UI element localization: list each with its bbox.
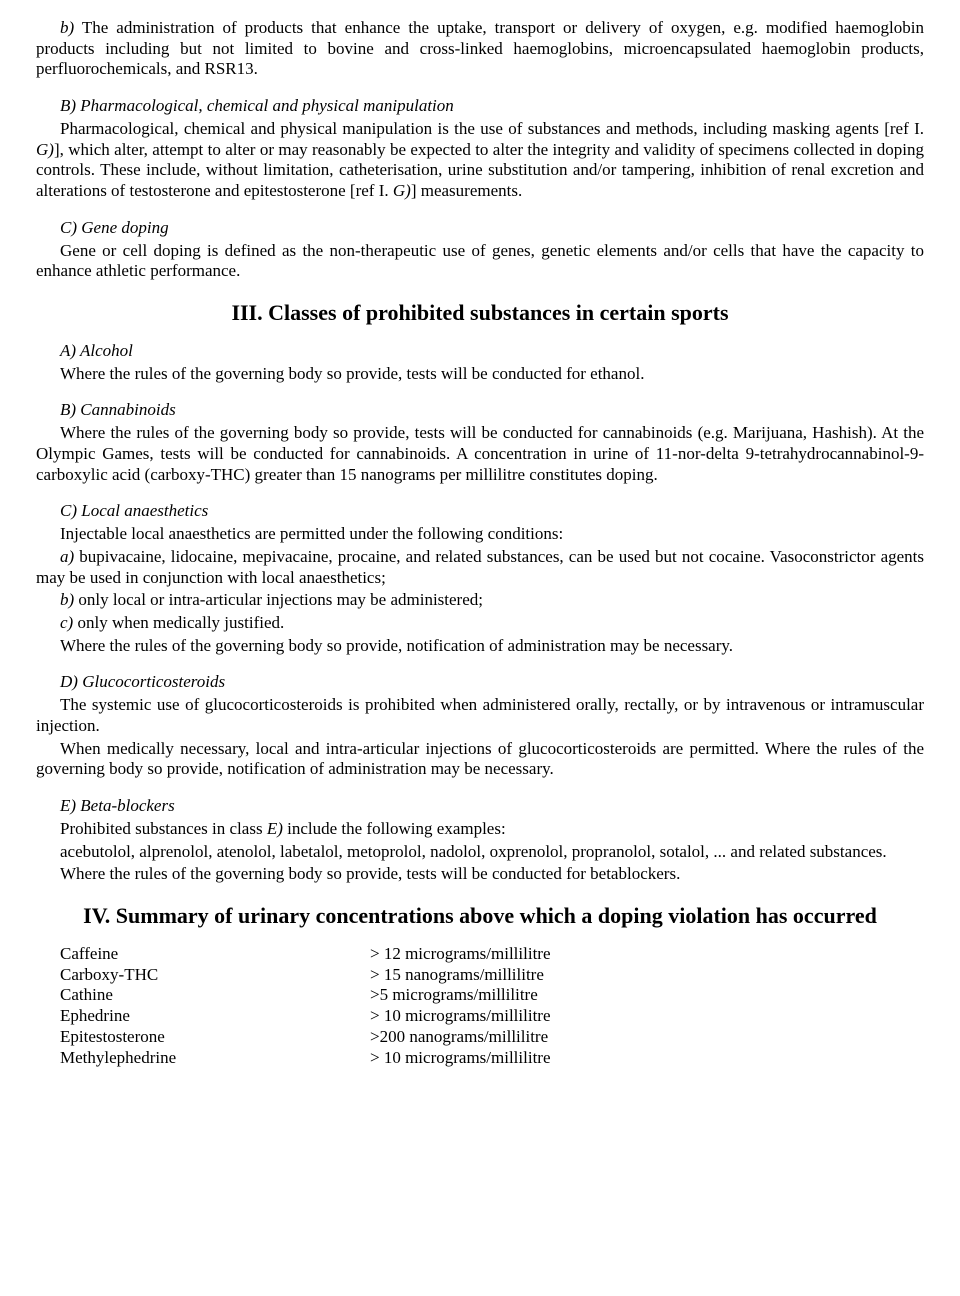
item-C-c: c) only when medically justified. [36, 613, 924, 634]
head-E-beta-blockers: E) Beta-blockers [36, 796, 924, 817]
table-row: Ephedrine> 10 micrograms/millilitre [36, 1006, 551, 1027]
list-E: acebutolol, alprenolol, atenolol, labeta… [36, 842, 924, 863]
head-B-cannabinoids: B) Cannabinoids [36, 400, 924, 421]
value-cell: >5 micrograms/millilitre [370, 985, 551, 1006]
table-row: Methylephedrine> 10 micrograms/millilitr… [36, 1048, 551, 1069]
value-cell: > 15 nanograms/millilitre [370, 965, 551, 986]
value-cell: > 10 micrograms/millilitre [370, 1006, 551, 1027]
substance-cell: Cathine [36, 985, 370, 1006]
intro-E: Prohibited substances in class E) includ… [36, 819, 924, 840]
text-b: The administration of products that enha… [36, 18, 924, 78]
concentration-table: Caffeine> 12 micrograms/millilitreCarbox… [36, 944, 551, 1068]
para-D-1: The systemic use of glucocorticosteroids… [36, 695, 924, 736]
item-C-b: b) only local or intra-articular injecti… [36, 590, 924, 611]
head-A-alcohol: A) Alcohol [36, 341, 924, 362]
value-cell: > 10 micrograms/millilitre [370, 1048, 551, 1069]
heading-III: III. Classes of prohibited substances in… [36, 300, 924, 327]
substance-cell: Methylephedrine [36, 1048, 370, 1069]
para-B-pharmacological: Pharmacological, chemical and physical m… [36, 119, 924, 202]
value-cell: > 12 micrograms/millilitre [370, 944, 551, 965]
table-row: Carboxy-THC> 15 nanograms/millilitre [36, 965, 551, 986]
para-D-2: When medically necessary, local and intr… [36, 739, 924, 780]
para-C-gene-doping: Gene or cell doping is defined as the no… [36, 241, 924, 282]
value-cell: >200 nanograms/millilitre [370, 1027, 551, 1048]
substance-cell: Ephedrine [36, 1006, 370, 1027]
lead-b: b) [60, 18, 74, 37]
table-row: Caffeine> 12 micrograms/millilitre [36, 944, 551, 965]
para-A-alcohol: Where the rules of the governing body so… [36, 364, 924, 385]
para-B-cannabinoids: Where the rules of the governing body so… [36, 423, 924, 485]
tail-C: Where the rules of the governing body so… [36, 636, 924, 657]
table-row: Cathine>5 micrograms/millilitre [36, 985, 551, 1006]
intro-C: Injectable local anaesthetics are permit… [36, 524, 924, 545]
para-b-oxygen: b) The administration of products that e… [36, 18, 924, 80]
table-row: Epitestosterone>200 nanograms/millilitre [36, 1027, 551, 1048]
substance-cell: Caffeine [36, 944, 370, 965]
item-C-a: a) bupivacaine, lidocaine, mepivacaine, … [36, 547, 924, 588]
heading-IV: IV. Summary of urinary concentrations ab… [36, 903, 924, 930]
head-C-local-anaesthetics: C) Local anaesthetics [36, 501, 924, 522]
substance-cell: Epitestosterone [36, 1027, 370, 1048]
tail-E: Where the rules of the governing body so… [36, 864, 924, 885]
head-D-glucocorticosteroids: D) Glucocorticosteroids [36, 672, 924, 693]
head-B-pharmacological: B) Pharmacological, chemical and physica… [36, 96, 924, 117]
head-C-gene-doping: C) Gene doping [36, 218, 924, 239]
substance-cell: Carboxy-THC [36, 965, 370, 986]
